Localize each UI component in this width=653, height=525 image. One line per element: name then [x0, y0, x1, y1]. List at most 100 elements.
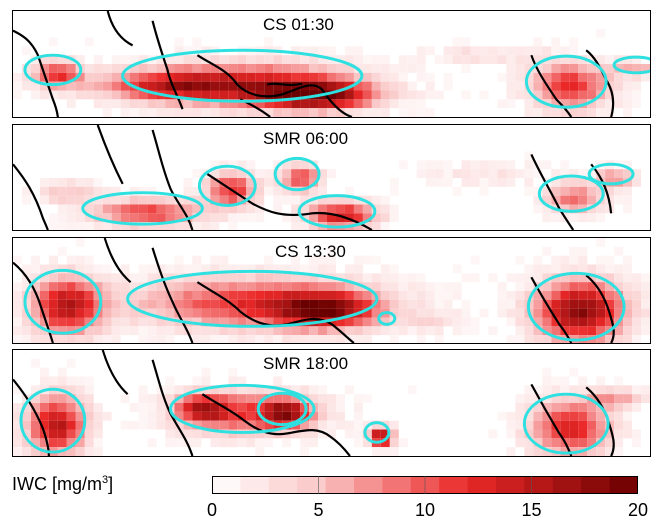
heatmap-cell: [416, 108, 426, 117]
heatmap-cell: [309, 204, 319, 214]
heatmap-cell: [219, 308, 229, 318]
heatmap-cell: [255, 447, 265, 456]
heatmap-cell: [425, 46, 435, 56]
heatmap-cell: [515, 72, 525, 82]
heatmap-cell: [75, 72, 85, 82]
heatmap-cell: [39, 195, 49, 205]
colorbar-step: [496, 476, 525, 494]
heatmap-cell: [57, 204, 67, 214]
heatmap-cell: [623, 108, 633, 117]
heatmap-cell: [273, 204, 283, 214]
heatmap-cell: [255, 72, 265, 82]
heatmap-cell: [66, 264, 76, 274]
heatmap-cell: [246, 335, 256, 343]
heatmap-cell: [192, 420, 202, 430]
heatmap-cell: [434, 317, 444, 327]
heatmap-cell: [335, 108, 345, 117]
heatmap-cell: [569, 99, 579, 109]
heatmap-cell: [353, 403, 363, 412]
heatmap-cell: [506, 160, 516, 170]
heatmap-cell: [497, 282, 507, 291]
heatmap-cell: [362, 222, 372, 230]
heatmap-cell: [443, 299, 453, 309]
heatmap-cell: [237, 394, 247, 403]
heatmap-cell: [641, 290, 650, 300]
heatmap-layer: [13, 350, 650, 456]
heatmap-cell: [57, 376, 67, 386]
heatmap-cell: [246, 429, 256, 439]
heatmap-cell: [156, 282, 166, 291]
heatmap-cell: [318, 308, 328, 318]
heatmap-cell: [282, 169, 292, 178]
heatmap-cell: [407, 290, 417, 300]
heatmap-cell: [533, 204, 543, 214]
heatmap-cell: [344, 273, 354, 283]
heatmap-cell: [452, 55, 462, 64]
heatmap-cell: [578, 282, 588, 291]
heatmap-cell: [66, 64, 76, 73]
heatmap-cell: [111, 213, 121, 223]
heatmap-cell: [39, 186, 49, 196]
heatmap-cell: [479, 177, 489, 187]
heatmap-cell: [183, 385, 193, 395]
heatmap-cell: [380, 438, 390, 448]
heatmap-cell: [183, 403, 193, 412]
heatmap-cell: [255, 195, 265, 205]
heatmap-cell: [623, 326, 633, 336]
heatmap-cell: [210, 177, 220, 187]
heatmap-cell: [291, 326, 301, 336]
heatmap-cell: [102, 264, 112, 274]
heatmap-cell: [282, 273, 292, 283]
heatmap-cell: [174, 213, 184, 223]
heatmap-cell: [237, 160, 247, 170]
heatmap-cell: [560, 299, 570, 309]
heatmap-cell: [264, 403, 274, 412]
heatmap-cell: [551, 420, 561, 430]
heatmap-cell: [192, 204, 202, 214]
heatmap-cell: [174, 46, 184, 56]
heatmap-cell: [542, 317, 552, 327]
heatmap-cell: [111, 186, 121, 196]
colorbar-step: [524, 476, 554, 494]
heatmap-cell: [39, 420, 49, 430]
heatmap-cell: [335, 308, 345, 318]
heatmap-cell: [111, 335, 121, 343]
heatmap-cell: [48, 299, 58, 309]
heatmap-cell: [210, 429, 220, 439]
iwc-contour: [537, 174, 605, 213]
heatmap-cell: [605, 299, 615, 309]
heatmap-cell: [623, 55, 633, 64]
heatmap-cell: [84, 299, 94, 309]
heatmap-cell: [371, 429, 381, 439]
heatmap-cell: [596, 204, 606, 214]
heatmap-cell: [587, 438, 597, 448]
heatmap-cell: [156, 335, 166, 343]
heatmap-cell: [39, 317, 49, 327]
heatmap-cell: [497, 55, 507, 64]
heatmap-cell: [219, 273, 229, 283]
heatmap-cell: [246, 385, 256, 395]
heatmap-cell: [578, 385, 588, 395]
heatmap-cell: [129, 64, 139, 73]
heatmap-cell: [66, 213, 76, 223]
heatmap-cell: [48, 394, 58, 403]
heatmap-cell: [353, 282, 363, 291]
heatmap-cell: [21, 282, 31, 291]
heatmap-cell: [605, 255, 615, 265]
heatmap-cell: [551, 299, 561, 309]
heatmap-cell: [201, 81, 211, 91]
heatmap-cell: [506, 290, 516, 300]
map-panel-smr-1800: SMR 18:00: [12, 349, 651, 457]
heatmap-cell: [183, 282, 193, 291]
heatmap-cell: [309, 326, 319, 336]
heatmap-cell: [344, 282, 354, 291]
heatmap-cell: [102, 204, 112, 214]
heatmap-cell: [255, 64, 265, 73]
heatmap-cell: [506, 64, 516, 73]
heatmap-cell: [192, 326, 202, 336]
heatmap-cell: [551, 64, 561, 73]
heatmap-cell: [39, 290, 49, 300]
heatmap-cell: [596, 238, 606, 247]
heatmap-cell: [57, 429, 67, 439]
heatmap-cell: [335, 335, 345, 343]
